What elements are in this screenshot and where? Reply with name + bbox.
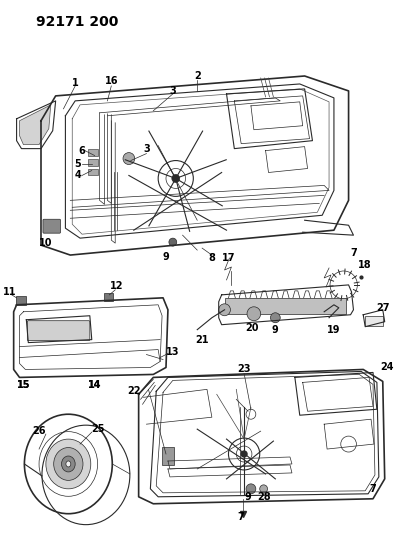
Text: 28: 28 xyxy=(257,492,271,502)
FancyBboxPatch shape xyxy=(27,321,90,341)
Text: 14: 14 xyxy=(88,381,102,390)
Text: 92171 200: 92171 200 xyxy=(36,15,118,29)
Text: 1: 1 xyxy=(72,78,79,88)
Text: 24: 24 xyxy=(380,362,393,373)
Text: 9: 9 xyxy=(272,325,279,335)
Ellipse shape xyxy=(62,456,75,472)
Text: 9: 9 xyxy=(245,492,251,502)
Bar xyxy=(88,168,98,175)
Text: 7: 7 xyxy=(370,484,376,494)
Bar xyxy=(16,296,26,305)
Circle shape xyxy=(169,238,177,246)
Text: 27: 27 xyxy=(376,303,389,313)
Text: 13: 13 xyxy=(166,346,180,357)
Bar xyxy=(88,158,98,166)
Circle shape xyxy=(219,304,230,316)
Circle shape xyxy=(246,484,256,494)
Text: 15: 15 xyxy=(17,381,30,390)
Text: 8: 8 xyxy=(209,253,215,263)
Circle shape xyxy=(260,485,267,493)
Circle shape xyxy=(123,152,135,165)
Text: 15: 15 xyxy=(17,381,30,390)
Text: 6: 6 xyxy=(79,146,85,156)
Polygon shape xyxy=(19,105,51,144)
Bar xyxy=(225,298,346,314)
Text: 2: 2 xyxy=(194,71,201,81)
Text: 3: 3 xyxy=(143,143,150,154)
Text: 26: 26 xyxy=(32,426,46,436)
Text: 7: 7 xyxy=(350,248,357,258)
Text: 7: 7 xyxy=(238,512,245,522)
Text: 20: 20 xyxy=(245,322,259,333)
Ellipse shape xyxy=(66,461,71,467)
Ellipse shape xyxy=(46,439,91,489)
Text: 3: 3 xyxy=(169,86,176,96)
Text: 5: 5 xyxy=(75,158,81,168)
Text: 10: 10 xyxy=(39,238,53,248)
Ellipse shape xyxy=(54,448,83,480)
Bar xyxy=(88,149,98,156)
Text: 17: 17 xyxy=(222,253,235,263)
Bar xyxy=(365,316,383,326)
Text: 14: 14 xyxy=(88,381,102,390)
Text: 9: 9 xyxy=(163,252,169,262)
Text: 19: 19 xyxy=(327,325,340,335)
Bar xyxy=(162,447,174,465)
Text: 21: 21 xyxy=(196,335,209,345)
Text: 22: 22 xyxy=(127,386,141,397)
Circle shape xyxy=(172,174,180,182)
Circle shape xyxy=(247,307,261,321)
Circle shape xyxy=(241,451,247,457)
Text: 25: 25 xyxy=(91,424,104,434)
Text: 23: 23 xyxy=(237,365,251,375)
Text: 11: 11 xyxy=(3,287,17,297)
Text: 12: 12 xyxy=(111,281,124,291)
Text: 18: 18 xyxy=(358,260,372,270)
Circle shape xyxy=(271,313,280,322)
Text: 16: 16 xyxy=(105,76,118,86)
FancyBboxPatch shape xyxy=(43,219,60,233)
Bar xyxy=(104,293,113,301)
Text: 4: 4 xyxy=(75,171,81,181)
